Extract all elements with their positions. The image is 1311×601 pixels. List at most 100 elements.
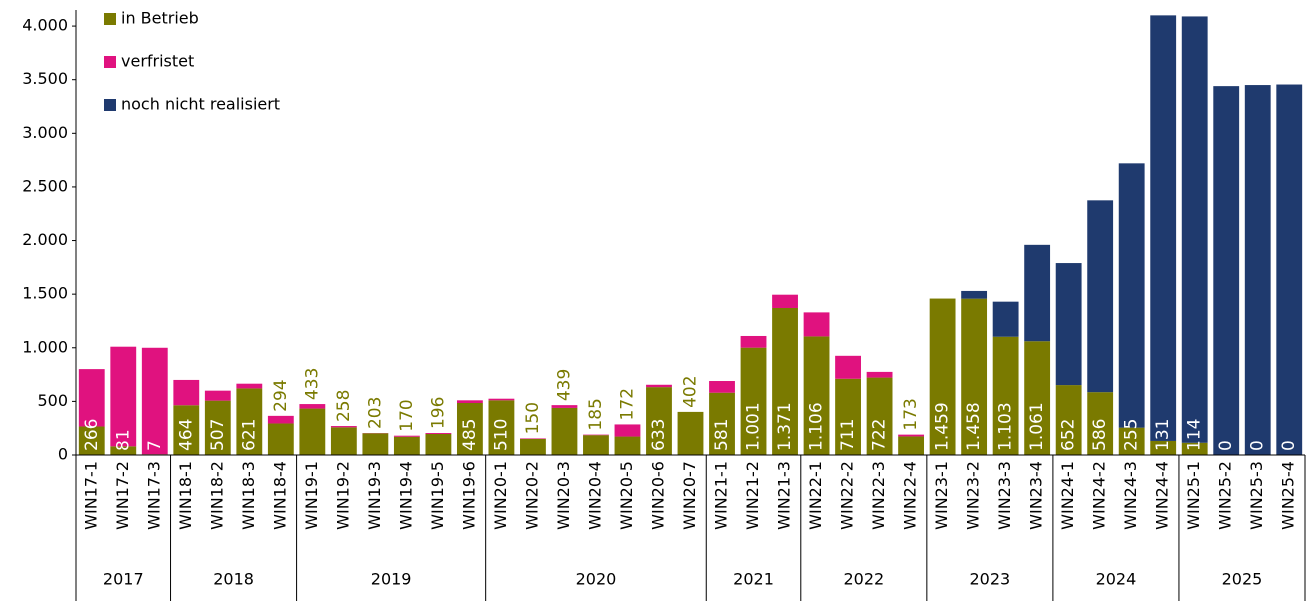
bar-segment <box>520 438 546 439</box>
bar-segment <box>835 355 861 379</box>
value-label: 464 <box>176 419 196 451</box>
value-label: 586 <box>1090 419 1110 451</box>
y-tick-label: 1.000 <box>22 337 68 356</box>
x-tick-label: WIN20-2 <box>522 461 541 530</box>
x-tick-label: WIN17-1 <box>81 461 100 530</box>
x-tick-label: WIN25-2 <box>1216 461 1235 530</box>
bar-segment <box>173 405 200 455</box>
y-tick-label: 3.000 <box>22 123 68 142</box>
group-label: 2018 <box>213 570 254 589</box>
bar-segment <box>330 426 357 428</box>
bar-segment <box>141 347 168 455</box>
bar-segment <box>772 307 798 455</box>
bar-segment <box>1024 341 1051 455</box>
bar-segment <box>425 433 452 455</box>
x-tick-label: WIN24-2 <box>1090 461 1109 530</box>
x-tick-label: WIN19-4 <box>396 461 415 530</box>
value-label: 173 <box>901 398 921 430</box>
y-tick-label: 500 <box>37 391 68 410</box>
bar-segment <box>646 387 672 455</box>
x-tick-label: WIN18-4 <box>270 461 289 530</box>
bar-segment <box>1118 163 1145 428</box>
group-label: 2025 <box>1222 570 1263 589</box>
bar-segment <box>929 298 956 455</box>
group-label: 2022 <box>843 570 884 589</box>
x-tick-label: WIN18-1 <box>176 461 195 530</box>
x-tick-label: WIN21-1 <box>712 461 731 530</box>
value-label: 255 <box>1122 419 1142 451</box>
bar-segment <box>78 369 105 427</box>
x-tick-label: WIN20-4 <box>585 461 604 530</box>
bar-segment <box>299 404 326 409</box>
value-label: 439 <box>554 369 574 401</box>
bar-segment <box>583 435 609 455</box>
bar-segment <box>236 388 263 455</box>
value-label: 114 <box>1185 419 1205 451</box>
x-tick-label: WIN17-3 <box>144 461 163 530</box>
bar-segment <box>267 423 294 455</box>
value-label: 294 <box>271 379 291 411</box>
value-label: 266 <box>82 419 102 451</box>
bar-segment <box>393 436 420 455</box>
x-tick-label: WIN20-1 <box>491 461 510 530</box>
y-tick-label: 0 <box>58 445 68 464</box>
value-label: 81 <box>113 429 133 451</box>
x-tick-label: WIN22-4 <box>901 461 920 530</box>
x-tick-label: WIN22-2 <box>838 461 857 530</box>
x-tick-label: WIN23-1 <box>932 461 951 530</box>
bar-segment <box>646 384 672 388</box>
bar-segment <box>614 436 641 455</box>
value-label: 722 <box>870 419 890 451</box>
bar-segment <box>1181 16 1208 443</box>
bar-segment <box>1024 244 1051 342</box>
bar-segment <box>709 392 735 455</box>
value-label: 1.371 <box>775 402 795 451</box>
legend-swatch <box>104 56 116 68</box>
bar-segment <box>204 400 231 455</box>
bar-segment <box>456 402 483 455</box>
bar-segment <box>866 371 893 378</box>
bar-segment <box>1244 85 1271 455</box>
bar-segment <box>425 433 452 434</box>
x-tick-label: WIN19-1 <box>302 461 321 530</box>
value-label: 652 <box>1059 419 1079 451</box>
bar-segment <box>110 446 137 455</box>
bar-segment <box>992 336 1019 455</box>
x-tick-label: WIN20-3 <box>554 461 573 530</box>
bar-segment <box>709 381 735 393</box>
value-label: 633 <box>649 419 669 451</box>
x-tick-label: WIN19-2 <box>333 461 352 530</box>
value-label: 1.459 <box>933 402 953 451</box>
group-label: 2019 <box>371 570 412 589</box>
x-tick-label: WIN23-4 <box>1027 461 1046 530</box>
value-label: 170 <box>397 399 417 431</box>
x-tick-label: WIN21-3 <box>775 461 794 530</box>
x-tick-label: WIN23-3 <box>995 461 1014 530</box>
value-label: 510 <box>491 419 511 451</box>
value-label: 7 <box>145 440 165 451</box>
x-tick-label: WIN25-3 <box>1247 461 1266 530</box>
legend-label: in Betrieb <box>121 9 199 28</box>
bar-segment <box>299 408 326 455</box>
bar-segment <box>173 379 200 406</box>
bar-segment <box>740 335 767 348</box>
bar-segment <box>772 294 798 308</box>
bar-segment <box>551 405 578 408</box>
group-label: 2021 <box>733 570 774 589</box>
value-label: 185 <box>586 398 606 430</box>
bar-segment <box>204 390 231 401</box>
y-tick-label: 2.500 <box>22 176 68 195</box>
y-tick-label: 4.000 <box>22 16 68 35</box>
value-label: 0 <box>1279 440 1299 451</box>
bar-segment <box>898 434 925 437</box>
value-label: 131 <box>1153 419 1173 451</box>
bar-segment <box>1276 84 1303 455</box>
group-label: 2023 <box>970 570 1011 589</box>
x-tick-label: WIN19-5 <box>428 461 447 530</box>
x-tick-label: WIN19-3 <box>365 461 384 530</box>
bar-segment <box>78 426 105 455</box>
bar-segment <box>393 435 420 437</box>
bar-segment <box>1213 86 1240 455</box>
value-label: 1.458 <box>964 402 984 451</box>
